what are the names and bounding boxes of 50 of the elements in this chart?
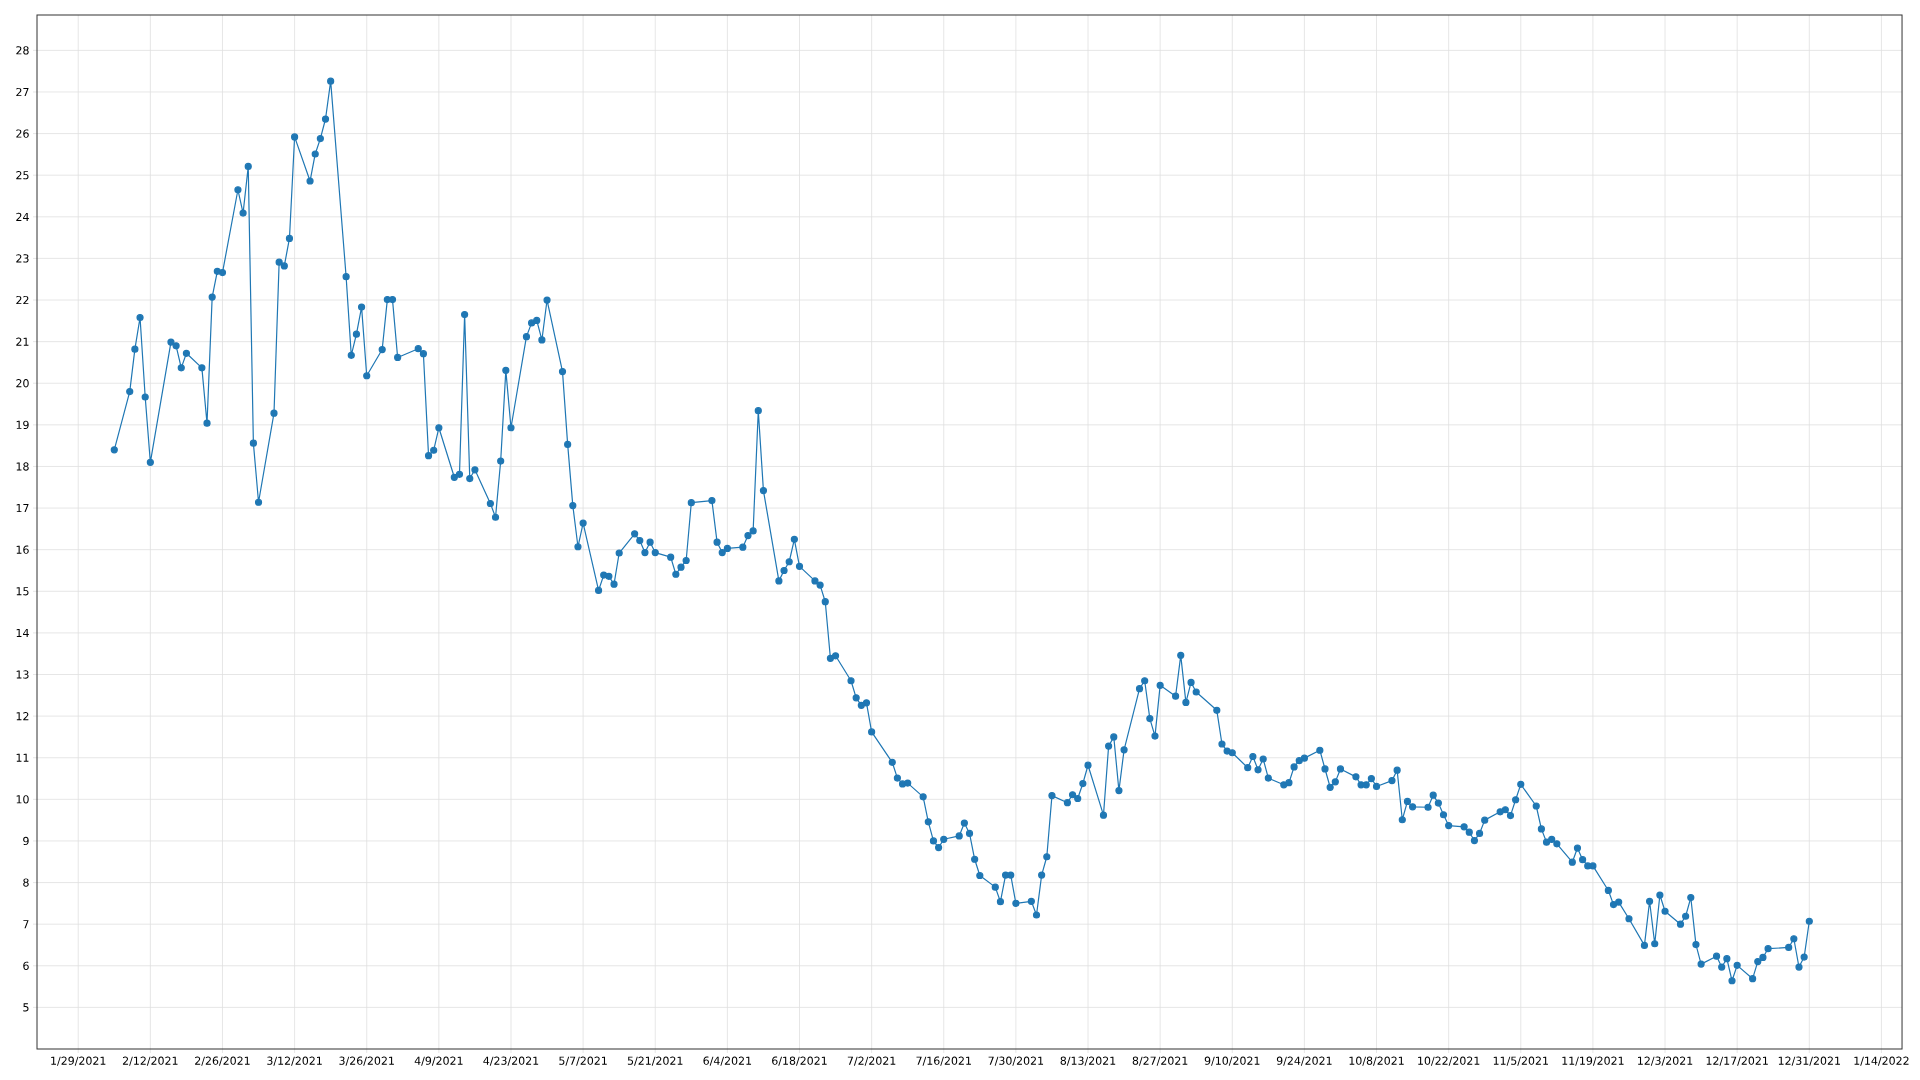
y-tick-label: 22 <box>16 295 29 305</box>
y-tick-label: 13 <box>16 670 29 679</box>
y-tick-label: 6 <box>23 961 29 970</box>
x-tick-label: 8/27/2021 <box>1132 1056 1188 1066</box>
y-tick-label: 24 <box>16 212 29 221</box>
y-tick-label: 7 <box>23 920 29 929</box>
y-tick-label: 25 <box>16 171 29 180</box>
x-tick-label: 9/10/2021 <box>1204 1056 1260 1066</box>
y-tick-label: 14 <box>16 628 29 637</box>
y-tick-label: 9 <box>23 836 29 846</box>
y-tick-label: 5 <box>23 1003 29 1012</box>
x-tick-label: 6/4/2021 <box>703 1056 752 1066</box>
x-tick-label: 1/29/2021 <box>51 1056 106 1066</box>
x-tick-label: 10/8/2021 <box>1349 1056 1404 1066</box>
y-tick-label: 16 <box>16 545 29 554</box>
x-tick-label: 2/26/2021 <box>195 1056 250 1066</box>
y-tick-label: 15 <box>16 587 29 596</box>
y-tick-label: 21 <box>16 337 29 346</box>
x-tick-label: 4/9/2021 <box>414 1056 463 1066</box>
y-tick-label: 17 <box>16 504 29 513</box>
y-tick-label: 27 <box>16 87 29 97</box>
x-tick-label: 7/16/2021 <box>916 1056 971 1066</box>
x-tick-label: 5/21/2021 <box>627 1056 683 1066</box>
x-tick-label: 2/12/2021 <box>122 1056 178 1066</box>
y-tick-label: 10 <box>16 795 29 804</box>
x-tick-label: 7/30/2021 <box>988 1056 1044 1066</box>
x-tick-label: 6/18/2021 <box>772 1056 827 1066</box>
x-tick-label: 3/12/2021 <box>267 1056 322 1066</box>
x-tick-label: 8/13/2021 <box>1060 1056 1116 1066</box>
x-tick-label: 1/14/2022 <box>1854 1056 1909 1066</box>
x-tick-label: 10/22/2021 <box>1418 1056 1480 1066</box>
x-tick-label: 5/7/2021 <box>559 1056 607 1066</box>
y-tick-label: 26 <box>16 129 29 138</box>
y-tick-label: 28 <box>16 46 29 55</box>
x-tick-label: 11/5/2021 <box>1493 1056 1548 1066</box>
x-tick-label: 12/31/2021 <box>1778 1056 1840 1066</box>
y-tick-label: 11 <box>16 753 29 762</box>
y-tick-label: 12 <box>16 712 29 721</box>
x-tick-label: 12/3/2021 <box>1638 1056 1693 1066</box>
y-tick-label: 23 <box>16 254 29 263</box>
y-tick-label: 8 <box>23 878 29 887</box>
y-tick-label: 20 <box>16 379 29 388</box>
x-tick-label: 4/23/2021 <box>483 1056 539 1066</box>
x-tick-label: 3/26/2021 <box>339 1056 394 1066</box>
x-tick-label: 7/2/2021 <box>847 1056 896 1066</box>
x-tick-label: 12/17/2021 <box>1706 1056 1768 1066</box>
y-tick-label: 19 <box>16 420 29 430</box>
x-tick-label: 11/19/2021 <box>1562 1056 1624 1066</box>
y-tick-label: 18 <box>16 462 29 471</box>
x-tick-label: 9/24/2021 <box>1276 1056 1332 1066</box>
